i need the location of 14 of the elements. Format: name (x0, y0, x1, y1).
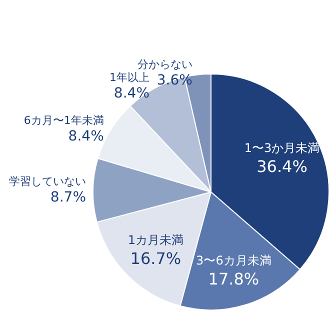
data-label: 8.4% (68, 128, 104, 144)
slice-label: 1年以上 (110, 71, 150, 84)
data-label: 3.6% (156, 72, 192, 88)
data-label: 36.4% (256, 157, 308, 176)
slice-label: 1〜3か月未満 (244, 141, 320, 156)
slice-label: 6カ月〜1年未満 (24, 114, 104, 127)
data-label: 8.4% (114, 86, 150, 102)
data-label: 16.7% (130, 248, 182, 268)
data-label: 17.8% (208, 269, 260, 288)
data-label: 8.7% (50, 190, 86, 206)
slice-label: 分からない (137, 58, 192, 71)
slice-label: 3〜6カ月未満 (196, 253, 272, 268)
slice-label: 学習していない (9, 175, 86, 188)
slice-label: 1カ月未満 (128, 232, 184, 247)
